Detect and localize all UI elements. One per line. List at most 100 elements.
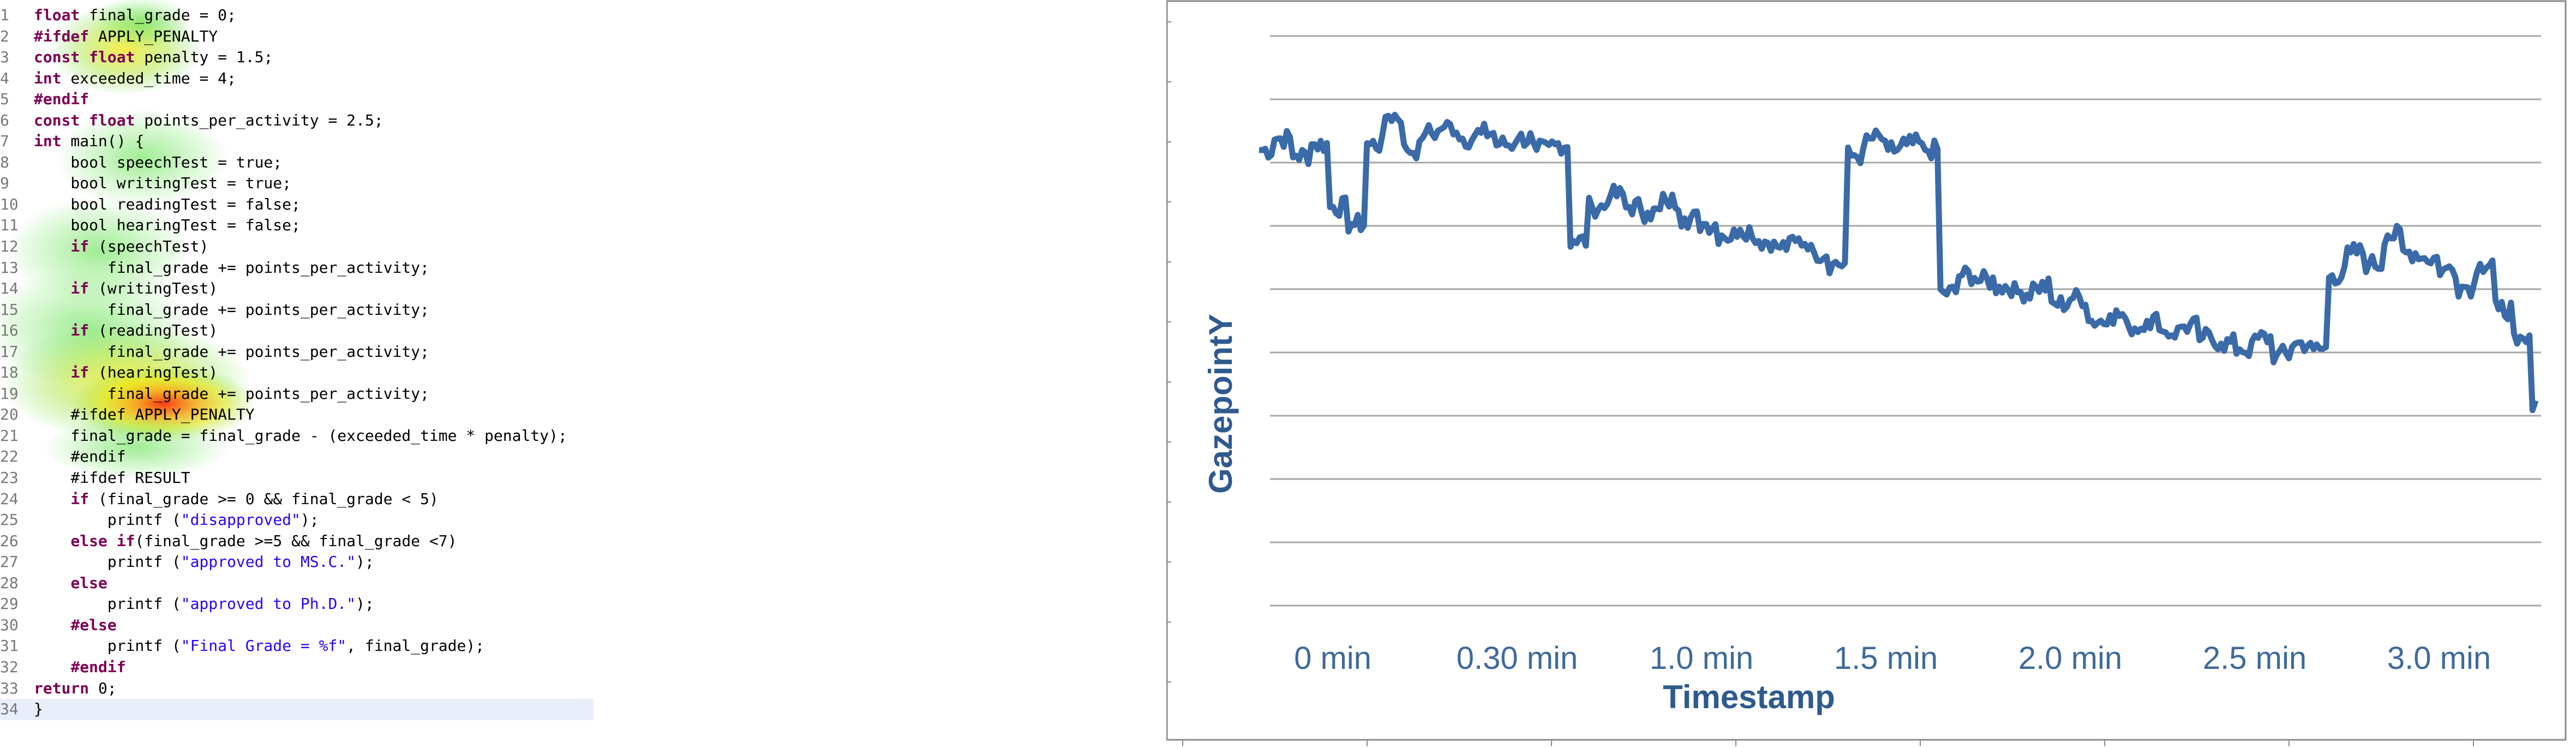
code-line[interactable]: 33 return 0; bbox=[0, 678, 600, 699]
code-editor[interactable]: 1 float final_grade = 0; 2 #ifdef APPLY_PEN… bbox=[0, 5, 600, 720]
x-axis-title: Timestamp bbox=[1663, 679, 1835, 715]
line-number: 12 bbox=[0, 237, 19, 256]
line-number: 32 bbox=[0, 657, 19, 676]
code-line[interactable]: 5 #endif bbox=[0, 89, 600, 110]
x-tick-label: 0.30 min bbox=[1457, 641, 1578, 676]
code-line[interactable]: 19 final_grade += points_per_activity; bbox=[0, 384, 600, 405]
code-line[interactable]: 21 final_grade = final_grade - (exceeded… bbox=[0, 426, 600, 447]
code-line[interactable]: 24 if (final_grade >= 0 && final_grade <… bbox=[0, 489, 600, 510]
line-number: 14 bbox=[0, 279, 19, 298]
code-panel: 1 float final_grade = 0; 2 #ifdef APPLY_PEN… bbox=[0, 0, 600, 748]
code-text: bool speechTest = true; bbox=[34, 153, 283, 171]
code-text: return 0; bbox=[34, 679, 117, 697]
code-text: #ifdef APPLY_PENALTY bbox=[34, 405, 255, 424]
line-number: 30 bbox=[0, 615, 19, 634]
line-number: 1 bbox=[0, 6, 9, 24]
line-number: 29 bbox=[0, 595, 19, 613]
code-line[interactable]: 4 int exceeded_time = 4; bbox=[0, 68, 600, 89]
code-line[interactable]: 15 final_grade += points_per_activity; bbox=[0, 300, 600, 321]
code-text: if (speechTest) bbox=[70, 237, 209, 256]
code-text: #ifdef RESULT bbox=[34, 469, 190, 487]
code-text: bool readingTest = false; bbox=[34, 195, 301, 213]
line-number: 34 bbox=[0, 700, 19, 719]
line-number: 31 bbox=[0, 637, 19, 655]
line-number: 4 bbox=[0, 69, 9, 87]
series-line bbox=[1259, 111, 2539, 414]
line-number: 13 bbox=[0, 258, 19, 277]
code-text: final_grade += points_per_activity; bbox=[34, 384, 429, 403]
line-number: 3 bbox=[0, 48, 9, 67]
code-line[interactable]: 3 const float penalty = 1.5; bbox=[0, 47, 600, 68]
code-text: printf ("approved to Ph.D."); bbox=[34, 595, 374, 613]
code-text: const float points_per_activity = 2.5; bbox=[34, 111, 384, 129]
code-line[interactable]: 31 printf ("Final Grade = %f", final_gra… bbox=[0, 636, 600, 657]
code-text: int exceeded_time = 4; bbox=[34, 69, 236, 87]
code-line[interactable]: 28 else bbox=[0, 573, 600, 594]
x-tick-label: 0 min bbox=[1294, 641, 1371, 676]
line-number: 15 bbox=[0, 300, 19, 319]
code-line[interactable]: 22 #endif bbox=[0, 446, 600, 468]
code-text: bool hearingTest = false; bbox=[34, 216, 301, 235]
frame-ticks bbox=[1167, 21, 2474, 746]
code-line[interactable]: 29 printf ("approved to Ph.D."); bbox=[0, 594, 600, 615]
code-text: bool writingTest = true; bbox=[34, 174, 292, 193]
code-line[interactable]: 6 const float points_per_activity = 2.5; bbox=[0, 110, 600, 131]
code-text: else bbox=[70, 573, 107, 592]
code-text: if (final_grade >= 0 && final_grade < 5) bbox=[70, 489, 439, 508]
code-text: #endif bbox=[70, 657, 126, 676]
x-tick-label: 1.5 min bbox=[1834, 641, 1938, 676]
code-line[interactable]: 30 #else bbox=[0, 615, 600, 636]
line-number: 21 bbox=[0, 426, 19, 445]
code-line[interactable]: 2 #ifdef APPLY_PENALTY bbox=[0, 26, 600, 47]
line-number: 17 bbox=[0, 342, 19, 361]
code-text: const float penalty = 1.5; bbox=[34, 48, 273, 67]
line-number: 18 bbox=[0, 363, 19, 382]
code-line[interactable]: 27 printf ("approved to MS.C."); bbox=[0, 552, 600, 573]
code-text: printf ("approved to MS.C."); bbox=[34, 553, 374, 571]
code-text: #ifdef APPLY_PENALTY bbox=[34, 27, 218, 45]
code-line[interactable]: 9 bool writingTest = true; bbox=[0, 173, 600, 194]
line-number: 2 bbox=[0, 27, 9, 45]
code-line[interactable]: 26 else if(final_grade >=5 && final_grad… bbox=[0, 531, 600, 552]
code-line[interactable]: 8 bool speechTest = true; bbox=[0, 152, 600, 173]
code-line[interactable]: 17 final_grade += points_per_activity; bbox=[0, 342, 600, 363]
code-text: if (writingTest) bbox=[70, 279, 218, 298]
gaze-heatmap bbox=[0, 0, 256, 480]
series-layer bbox=[1259, 111, 2539, 414]
chart-frame: 0 min 0.30 min 1.0 min 1.5 min 2.0 min 2.5 mi… bbox=[1166, 0, 2576, 748]
line-number: 22 bbox=[0, 447, 19, 466]
code-line[interactable]: 7 int main() { bbox=[0, 131, 600, 152]
code-text: int main() { bbox=[34, 132, 145, 151]
code-line[interactable]: 12 if (speechTest) bbox=[0, 236, 600, 258]
code-line[interactable]: 25 printf ("disapproved"); bbox=[0, 510, 600, 531]
code-line[interactable]: 14 if (writingTest) bbox=[0, 278, 600, 300]
code-text: printf ("disapproved"); bbox=[34, 511, 319, 529]
line-number: 10 bbox=[0, 195, 19, 213]
line-number: 6 bbox=[0, 111, 9, 129]
code-text: #else bbox=[70, 615, 117, 634]
code-text: #endif bbox=[34, 90, 89, 109]
code-line[interactable]: 13 final_grade += points_per_activity; bbox=[0, 258, 600, 279]
line-number: 20 bbox=[0, 405, 19, 424]
code-text: if (readingTest) bbox=[70, 321, 218, 340]
code-text: if (hearingTest) bbox=[70, 363, 218, 382]
gaze-chart: 0 min 0.30 min 1.0 min 1.5 min 2.0 min 2.5 mi… bbox=[1166, 0, 2567, 746]
line-number: 33 bbox=[0, 679, 19, 697]
code-line[interactable]: 34} bbox=[0, 699, 594, 720]
x-tick-label: 2.5 min bbox=[2203, 641, 2307, 676]
line-number: 7 bbox=[0, 132, 9, 151]
code-text: else if(final_grade >=5 && final_grade <… bbox=[70, 531, 457, 550]
code-text: } bbox=[34, 700, 43, 719]
code-text: final_grade += points_per_activity; bbox=[34, 342, 429, 361]
line-number: 26 bbox=[0, 531, 19, 550]
code-text: final_grade += points_per_activity; bbox=[34, 258, 429, 277]
code-line[interactable]: 32 #endif bbox=[0, 657, 600, 678]
code-line[interactable]: 11 bool hearingTest = false; bbox=[0, 215, 600, 236]
code-line[interactable]: 23 #ifdef RESULT bbox=[0, 468, 600, 489]
code-text: #endif bbox=[34, 447, 126, 466]
code-line[interactable]: 18 if (hearingTest) bbox=[0, 362, 600, 384]
code-line[interactable]: 10 bool readingTest = false; bbox=[0, 194, 600, 216]
code-line[interactable]: 1 float final_grade = 0; bbox=[0, 5, 600, 26]
code-line[interactable]: 20 #ifdef APPLY_PENALTY bbox=[0, 404, 600, 426]
code-line[interactable]: 16 if (readingTest) bbox=[0, 320, 600, 342]
